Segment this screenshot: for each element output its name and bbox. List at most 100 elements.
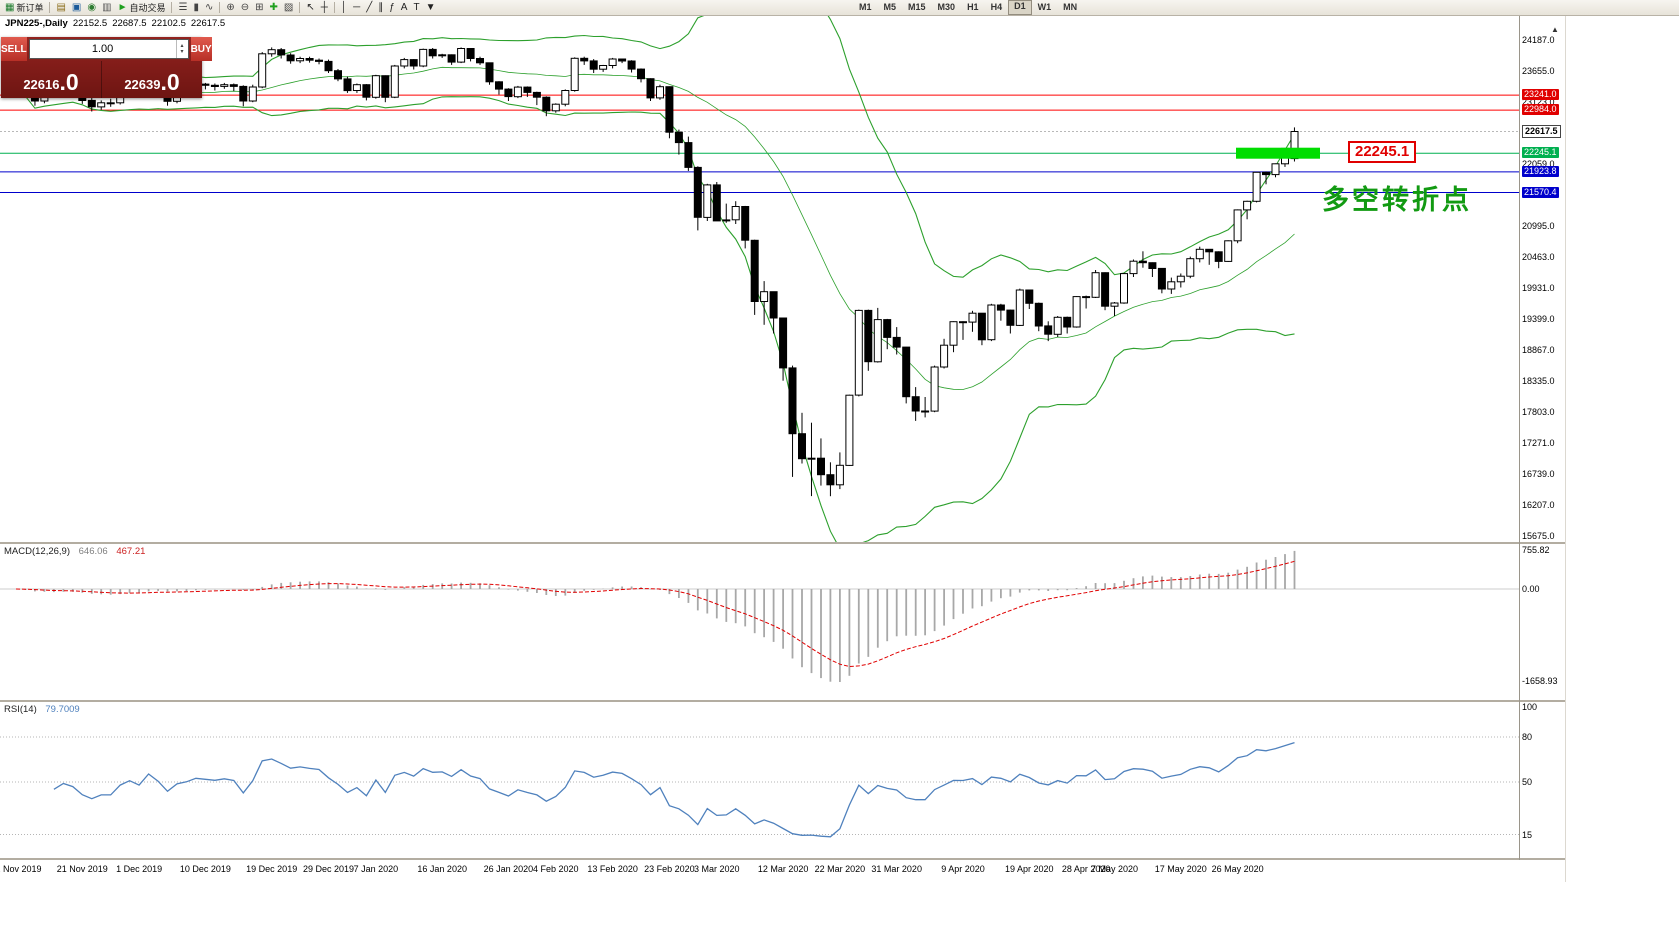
buy-price-pips: .0 [160,69,180,95]
volume-input[interactable] [29,40,176,58]
date-axis-separator [0,858,1566,860]
vertical-line-icon: │ [340,1,348,13]
main-chart-canvas[interactable] [0,15,1519,542]
price-line-label: 23241.0 [1522,89,1559,101]
date-tick: 10 Dec 2019 [179,864,231,874]
vertical-line-button[interactable]: │ [338,1,350,15]
toolbar-separator [171,2,173,13]
volume-up-icon[interactable]: ▴ [180,43,184,49]
fibonacci-icon: ƒ [389,1,395,13]
timeframe-m1[interactable]: M1 [859,2,872,12]
new-order-button[interactable]: ▦ 新订单 [2,1,46,15]
macd-label: MACD(12,26,9) 646.06 467.21 [4,546,145,557]
date-tick: 28 Apr 2020 [1061,864,1111,874]
zoom-in-button[interactable]: ⊕ [223,1,237,15]
volume-down-icon[interactable]: ▾ [180,49,184,55]
line-chart-icon: ∿ [204,1,214,13]
autotrading-button[interactable]: ► 自动交易 [115,1,169,15]
panel-splitter-rsi[interactable] [0,700,1566,702]
price-callout-label[interactable]: 22245.1 [1348,141,1417,163]
timeframe-mn[interactable]: MN [1063,2,1078,12]
channel-button[interactable]: ∥ [375,1,386,15]
terminal-button[interactable]: ▥ [99,1,114,15]
date-tick: 3 Mar 2020 [694,864,740,874]
timeframe-h4[interactable]: H4 [990,2,1003,12]
indicators-button[interactable]: ✚ [267,1,281,15]
volume-spinner: ▴ ▾ [175,40,188,58]
rsi-scale-tick: 80 [1522,732,1533,742]
price-line-label: 21923.8 [1522,165,1559,177]
date-tick: 26 Jan 2020 [483,864,534,874]
macd-name: MACD(12,26,9) [4,546,70,557]
navigator-icon: ◉ [87,1,97,13]
current-price-label: 22617.5 [1522,124,1561,138]
horizontal-line-icon: ─ [353,1,361,13]
chart-title: JPN225-,Daily 22152.5 22687.5 22102.5 22… [5,18,225,29]
price-tick: 24187.0 [1522,35,1555,45]
arrows-button[interactable]: ▼ [423,1,439,15]
date-tick: 19 Dec 2019 [246,864,298,874]
price-tick: 19399.0 [1522,314,1555,324]
new-order-icon: ▦ [5,1,15,13]
crosshair-button[interactable]: ┼ [318,1,331,15]
label-button[interactable]: T [410,1,422,15]
macd-main-value: 646.06 [78,546,108,557]
market-watch-button[interactable]: ▤ [53,1,68,15]
timeframe-h1[interactable]: H1 [967,2,979,12]
fibonacci-button[interactable]: ƒ [386,1,398,15]
date-tick: 1 Dec 2019 [116,864,163,874]
arrows-icon: ▼ [425,1,436,13]
price-tick: 20995.0 [1522,221,1555,231]
price-tick: 23655.0 [1522,66,1555,76]
timeframe-m5[interactable]: M5 [883,2,897,12]
text-icon: A [400,1,408,13]
chart-low: 22102.5 [151,18,186,29]
sell-price-pips: .0 [59,69,79,95]
trendline-icon: ╱ [366,1,373,13]
buy-button[interactable]: BUY [190,37,212,61]
macd-scale-zero: 0.00 [1522,584,1540,594]
one-click-trading-panel: SELL ▴ ▾ BUY 22616.0 22639.0 [1,37,212,98]
navigator-button[interactable]: ◉ [84,1,99,15]
tile-windows-button[interactable]: ⊞ [252,1,266,15]
text-button[interactable]: A [398,1,411,15]
rsi-scale-tick: 100 [1522,702,1538,712]
price-tick: 18335.0 [1522,376,1555,386]
toolbar-separator [49,2,51,13]
cursor-icon: ↖ [306,1,315,13]
date-tick: 17 May 2020 [1154,864,1207,874]
data-window-button[interactable]: ▣ [69,1,84,15]
timeframe-m30[interactable]: M30 [937,2,956,12]
main-toolbar: ▦ 新订单 ▤ ▣ ◉ ▥ ► 自动交易 ☰ ▮ ∿ ⊕ ⊖ ⊞ ✚ ▨ ↖ ┼ │ ─ ╱ ∥ ƒ A T ▼ M1 M5 M15 M… [0,0,1679,16]
date-tick: 12 Mar 2020 [757,864,809,874]
toolbar-separator [219,2,221,13]
timeframe-d1[interactable]: D1 [1008,0,1032,15]
scroll-up-icon[interactable]: ▲ [1551,25,1559,34]
price-tick: 15675.0 [1522,531,1555,541]
bar-chart-icon: ☰ [178,1,188,13]
candlestick-button[interactable]: ▮ [190,1,202,15]
rsi-canvas[interactable] [0,702,1519,858]
timeframe-m15[interactable]: M15 [908,2,926,12]
timeframe-w1[interactable]: W1 [1037,2,1052,12]
toolbar-icon-group: ▦ 新订单 ▤ ▣ ◉ ▥ ► 自动交易 ☰ ▮ ∿ ⊕ ⊖ ⊞ ✚ ▨ ↖ ┼ │ ─ ╱ ∥ ƒ A T ▼ [0,0,438,15]
tile-windows-icon: ⊞ [255,1,264,13]
bar-chart-button[interactable]: ☰ [175,1,190,15]
trendline-button[interactable]: ╱ [363,1,375,15]
rsi-scale-tick: 50 [1522,777,1533,787]
date-tick: 19 Apr 2020 [1005,864,1054,874]
chart-open: 22152.5 [72,18,108,29]
sell-price-main: 22616 [23,77,60,92]
zoom-out-button[interactable]: ⊖ [238,1,252,15]
line-chart-button[interactable]: ∿ [202,1,216,15]
cursor-button[interactable]: ↖ [303,1,317,15]
macd-canvas[interactable] [0,544,1519,700]
panel-splitter-macd[interactable] [0,542,1566,544]
zoom-out-icon: ⊖ [240,1,250,13]
price-line-label: 22984.0 [1522,104,1559,116]
buy-price[interactable]: 22639.0 [101,61,202,98]
horizontal-line-button[interactable]: ─ [350,1,363,15]
templates-button[interactable]: ▨ [281,1,296,15]
sell-button[interactable]: SELL [1,37,27,61]
sell-price[interactable]: 22616.0 [1,61,101,98]
